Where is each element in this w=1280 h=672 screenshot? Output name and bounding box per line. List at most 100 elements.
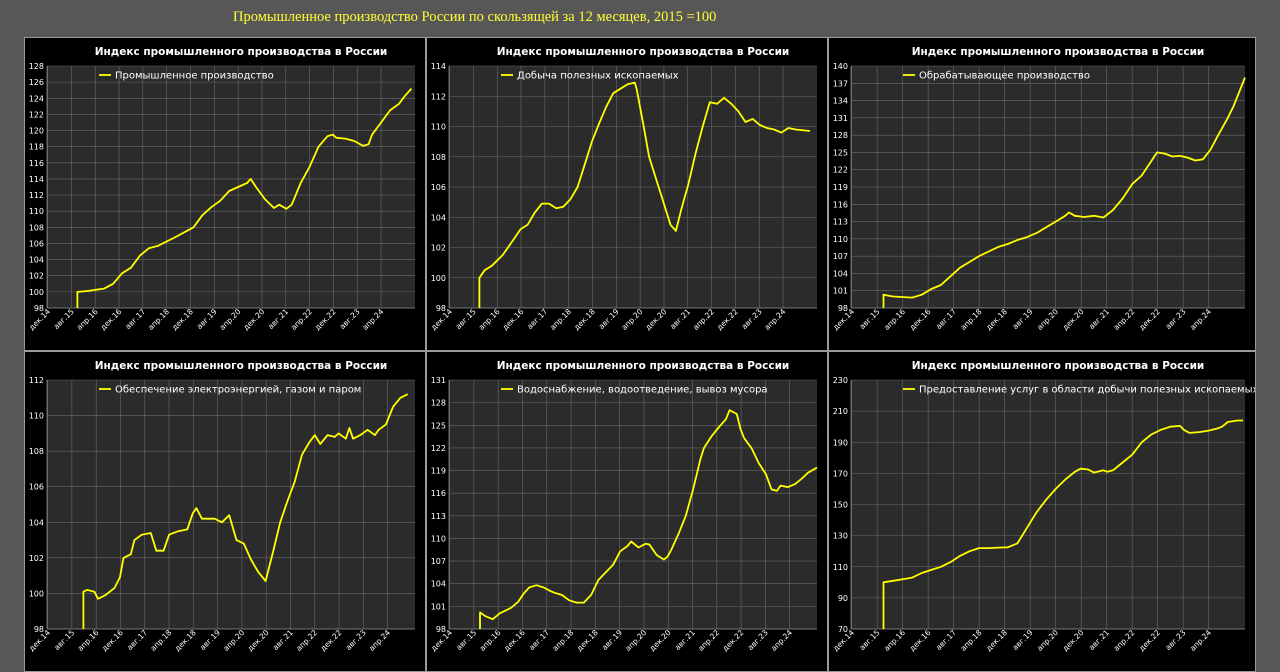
y-tick-label: 131	[431, 376, 446, 385]
y-tick-label: 119	[833, 183, 848, 192]
y-tick-label: 122	[29, 110, 44, 119]
x-tick-label: дек.22	[319, 628, 344, 653]
legend-label: Водоснабжение, водоотведение, вывоз мусо…	[517, 385, 768, 396]
legend-label: Обеспечение электроэнергией, газом и пар…	[115, 385, 361, 396]
x-tick-label: апр.22	[289, 307, 314, 332]
y-tick-label: 108	[29, 447, 44, 456]
x-tick-label: авг.23	[746, 628, 770, 652]
y-tick-label: 118	[29, 143, 44, 152]
y-tick-label: 104	[431, 580, 446, 589]
x-tick-label: апр.20	[221, 628, 246, 653]
x-tick-label: авг.15	[858, 628, 882, 652]
x-tick-label: дек.22	[715, 307, 740, 332]
x-tick-label: апр.16	[882, 307, 907, 332]
x-tick-label: апр.22	[1112, 628, 1137, 653]
y-tick-label: 104	[431, 213, 446, 222]
y-tick-label: 150	[833, 501, 848, 510]
y-tick-label: 125	[833, 148, 848, 157]
x-tick-label: апр.22	[1112, 307, 1137, 332]
y-tick-label: 102	[29, 272, 44, 281]
y-tick-label: 122	[833, 166, 848, 175]
x-tick-label: авг.19	[1011, 628, 1035, 652]
y-tick-label: 110	[29, 412, 44, 421]
plot-area	[47, 380, 415, 629]
x-tick-label: авг.19	[1011, 307, 1035, 331]
x-tick-label: апр.16	[478, 628, 503, 653]
x-tick-label: авг.15	[454, 307, 478, 331]
y-tick-label: 116	[29, 159, 44, 168]
chart-panel-mining-services: Индекс промышленного производства в Росс…	[828, 351, 1256, 672]
y-tick-label: 100	[29, 288, 44, 297]
x-tick-label: дек.20	[241, 307, 266, 332]
x-tick-label: авг.23	[740, 307, 764, 331]
x-tick-label: авг.19	[597, 307, 621, 331]
chart-svg: Индекс промышленного производства в Росс…	[27, 46, 415, 332]
y-tick-label: 107	[833, 252, 848, 261]
chart-panel-manufacturing: Индекс промышленного производства в Росс…	[828, 37, 1256, 351]
x-tick-label: апр.20	[1035, 307, 1060, 332]
y-tick-label: 106	[431, 183, 446, 192]
y-tick-label: 125	[431, 421, 446, 430]
chart-panel-industrial: Индекс промышленного производства в Росс…	[24, 37, 426, 351]
x-tick-label: апр.16	[477, 307, 502, 332]
x-tick-label: апр.20	[623, 628, 648, 653]
x-tick-label: апр.22	[691, 307, 716, 332]
x-tick-label: авг.15	[858, 307, 882, 331]
y-tick-label: 113	[431, 512, 446, 521]
x-tick-label: дек.22	[313, 307, 338, 332]
chart-svg: Индекс промышленного производства в Росс…	[27, 360, 415, 653]
x-tick-label: апр.18	[146, 307, 171, 332]
y-tick-label: 128	[833, 131, 848, 140]
y-tick-label: 98	[34, 625, 44, 634]
legend-label: Обрабатывающее производство	[919, 71, 1090, 82]
x-tick-label: авг.15	[52, 307, 76, 331]
x-tick-label: апр.20	[620, 307, 645, 332]
x-tick-label: дек.20	[643, 307, 668, 332]
y-tick-label: 90	[838, 594, 848, 603]
x-tick-label: авг.23	[344, 628, 368, 652]
y-tick-label: 104	[29, 518, 44, 527]
series-line	[76, 88, 413, 308]
x-tick-label: авг.17	[125, 628, 149, 652]
x-tick-label: апр.18	[959, 307, 984, 332]
x-tick-label: дек.18	[575, 628, 600, 653]
y-tick-label: 130	[833, 532, 848, 541]
y-tick-label: 100	[431, 274, 446, 283]
x-tick-label: дек.16	[100, 628, 125, 653]
series-line	[82, 393, 409, 629]
series-line	[478, 81, 810, 308]
y-tick-label: 110	[431, 123, 446, 132]
y-tick-label: 100	[29, 589, 44, 598]
y-tick-label: 112	[29, 376, 44, 385]
y-tick-label: 112	[431, 92, 446, 101]
y-tick-label: 110	[29, 207, 44, 216]
x-tick-label: авг.17	[123, 307, 147, 331]
y-tick-label: 110	[833, 563, 848, 572]
x-tick-label: дек.20	[1061, 307, 1086, 332]
x-tick-label: авг.21	[668, 307, 692, 331]
legend-label: Предоставление услуг в области добычи по…	[919, 385, 1255, 396]
y-tick-label: 110	[431, 534, 446, 543]
y-tick-label: 119	[431, 467, 446, 476]
plot-area	[449, 380, 817, 629]
y-tick-label: 112	[29, 191, 44, 200]
x-tick-label: авг.17	[527, 628, 551, 652]
y-tick-label: 106	[29, 239, 44, 248]
x-tick-label: авг.21	[271, 628, 295, 652]
y-tick-label: 128	[29, 62, 44, 71]
x-tick-label: авг.17	[934, 307, 958, 331]
x-tick-label: дек.16	[501, 307, 526, 332]
chart-panel-electricity: Индекс промышленного производства в Росс…	[24, 351, 426, 672]
x-tick-label: авг.19	[195, 307, 219, 331]
y-tick-label: 137	[833, 79, 848, 88]
y-tick-label: 122	[431, 444, 446, 453]
y-tick-label: 101	[833, 287, 848, 296]
x-tick-label: авг.21	[1087, 307, 1111, 331]
y-tick-label: 98	[436, 304, 446, 313]
x-tick-label: дек.22	[1137, 307, 1162, 332]
y-tick-label: 114	[29, 175, 44, 184]
x-tick-label: дек.18	[170, 307, 195, 332]
y-tick-label: 98	[838, 304, 848, 313]
y-tick-label: 134	[833, 97, 848, 106]
x-tick-label: апр.16	[75, 307, 100, 332]
